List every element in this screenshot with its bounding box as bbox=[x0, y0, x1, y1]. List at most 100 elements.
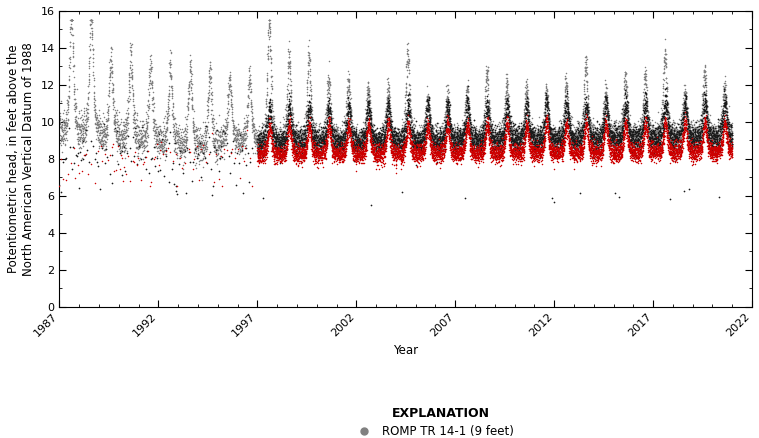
Point bbox=[594, 149, 606, 156]
Point bbox=[126, 69, 138, 76]
Point bbox=[664, 137, 676, 144]
Point bbox=[367, 128, 379, 135]
Point bbox=[715, 131, 727, 138]
Point bbox=[674, 129, 686, 136]
Point bbox=[710, 147, 722, 154]
Point bbox=[588, 155, 600, 162]
Point bbox=[143, 92, 155, 99]
Point bbox=[677, 113, 689, 120]
Point bbox=[454, 132, 466, 139]
Point bbox=[282, 115, 294, 122]
Point bbox=[357, 132, 369, 139]
Point bbox=[452, 148, 465, 155]
Point bbox=[614, 136, 626, 143]
Point bbox=[346, 145, 358, 152]
Point bbox=[711, 159, 723, 166]
Point bbox=[666, 146, 679, 153]
Point bbox=[356, 131, 368, 138]
Point bbox=[323, 116, 335, 123]
Point bbox=[649, 134, 661, 141]
Point bbox=[326, 131, 338, 138]
Point bbox=[364, 99, 376, 106]
Point bbox=[207, 182, 219, 189]
Point bbox=[721, 138, 733, 145]
Point bbox=[302, 71, 314, 78]
Point bbox=[137, 142, 150, 149]
Point bbox=[716, 127, 729, 134]
Point bbox=[723, 143, 735, 150]
Point bbox=[540, 97, 553, 104]
Point bbox=[481, 64, 493, 71]
Point bbox=[314, 148, 326, 155]
Point bbox=[695, 142, 707, 149]
Point bbox=[551, 135, 563, 142]
Point bbox=[700, 99, 712, 106]
Point bbox=[110, 127, 122, 134]
Point bbox=[604, 132, 616, 139]
Point bbox=[704, 140, 716, 147]
Point bbox=[255, 157, 267, 164]
Point bbox=[376, 137, 388, 144]
Point bbox=[301, 138, 313, 145]
Point bbox=[704, 134, 716, 141]
Point bbox=[502, 117, 514, 124]
Point bbox=[568, 146, 581, 153]
Point bbox=[137, 137, 150, 144]
Point bbox=[367, 137, 380, 144]
Point bbox=[269, 151, 281, 158]
Point bbox=[452, 150, 465, 157]
Point bbox=[708, 146, 720, 153]
Point bbox=[398, 139, 411, 146]
Point bbox=[86, 29, 98, 36]
Point bbox=[619, 69, 631, 76]
Point bbox=[452, 137, 464, 144]
Point bbox=[530, 137, 542, 144]
Point bbox=[546, 137, 559, 144]
Point bbox=[424, 117, 436, 124]
Point bbox=[367, 148, 379, 155]
Point bbox=[365, 130, 377, 137]
Point bbox=[331, 128, 343, 135]
Point bbox=[453, 148, 465, 155]
Point bbox=[655, 150, 667, 157]
Point bbox=[456, 151, 468, 158]
Point bbox=[701, 142, 713, 149]
Point bbox=[276, 150, 288, 157]
Point bbox=[505, 126, 518, 133]
Point bbox=[607, 155, 619, 162]
Point bbox=[456, 136, 468, 143]
Point bbox=[461, 84, 473, 91]
Point bbox=[370, 159, 383, 166]
Point bbox=[535, 122, 547, 129]
Point bbox=[586, 139, 598, 146]
Point bbox=[463, 111, 475, 118]
Point bbox=[571, 137, 583, 144]
Point bbox=[468, 147, 480, 154]
Point bbox=[468, 117, 480, 124]
Point bbox=[136, 143, 148, 150]
Point bbox=[258, 141, 270, 148]
Point bbox=[331, 136, 343, 143]
Point bbox=[427, 134, 439, 141]
Point bbox=[381, 88, 393, 95]
Point bbox=[664, 139, 676, 146]
Point bbox=[312, 133, 324, 140]
Point bbox=[490, 140, 502, 147]
Point bbox=[349, 135, 361, 142]
Point bbox=[309, 146, 321, 153]
Point bbox=[501, 110, 513, 117]
Point bbox=[298, 141, 310, 148]
Point bbox=[477, 131, 489, 138]
Point bbox=[724, 130, 736, 137]
Point bbox=[387, 141, 399, 148]
Point bbox=[538, 141, 550, 148]
Point bbox=[561, 122, 573, 129]
Point bbox=[380, 93, 392, 100]
Point bbox=[338, 132, 350, 139]
Point bbox=[556, 122, 568, 129]
Point bbox=[574, 133, 586, 140]
Point bbox=[688, 146, 700, 153]
Point bbox=[427, 154, 439, 161]
Point bbox=[313, 149, 326, 156]
Point bbox=[257, 131, 269, 138]
